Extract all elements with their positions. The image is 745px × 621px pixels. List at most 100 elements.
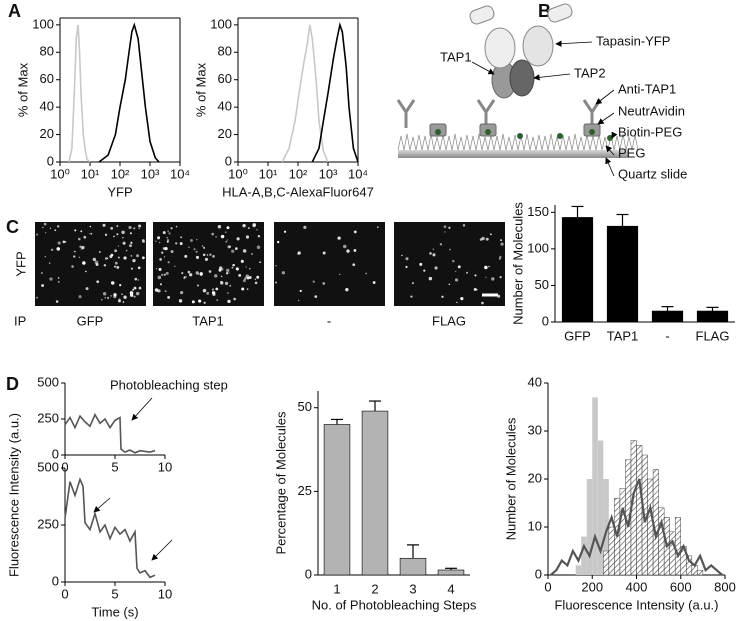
diagram: Tapasin-YFP TAP1 TAP2 Anti-TAP1 NeutrAvi… [396,3,687,181]
y-axis-label: Number of Molecules [503,417,518,540]
spot [132,258,136,263]
spot [252,223,256,228]
y-tick-label: 50 [535,277,549,292]
x-tick-label: 4 [447,581,454,596]
bar [361,410,389,576]
spot [256,245,261,250]
spot [78,256,81,258]
y-tick-label: 250 [37,516,59,531]
spot [159,258,162,261]
diagram-label: Tapasin-YFP [596,33,670,48]
spot [137,266,141,270]
spot [485,276,487,279]
spot [441,295,444,298]
y-axis-label: Fluorescence Intensity (a.u.) [6,413,21,577]
spot [125,249,128,252]
spot [170,250,174,253]
spot [167,295,171,299]
spot [244,277,247,280]
spot [36,233,39,236]
spot [163,273,166,276]
spot [250,252,254,255]
spot [113,235,115,238]
spot [448,226,451,229]
spot [241,287,245,291]
diagram-label: NeutrAvidin [618,103,685,118]
x-tick-label: 5 [111,459,118,474]
spot [128,226,132,230]
micrograph [35,222,146,306]
data-line [311,21,359,163]
spot [203,247,206,249]
spot [74,250,76,253]
y-tick-label: 40 [218,99,232,114]
spot [460,297,464,301]
spot [129,291,134,295]
x-tick-label: TAP1 [607,328,639,343]
spot [113,294,117,299]
spot [74,229,77,232]
y-tick-label: 100 [527,240,549,255]
spot [163,256,166,258]
spot [191,300,195,304]
spot [36,296,38,299]
spot [209,253,212,256]
spot [314,295,318,298]
spot [161,273,164,276]
bar [561,217,594,323]
hatched-bar [647,478,654,576]
spot [211,288,215,291]
spot [322,251,326,255]
spot [410,295,413,298]
spot [89,225,92,228]
spot [116,225,119,228]
spot [224,281,229,285]
spot [353,249,357,252]
spot [116,266,120,269]
spot [195,271,199,275]
spot [92,257,96,262]
y-tick-label: 60 [218,71,232,86]
spot [221,268,224,271]
spot [245,235,250,239]
spot [454,278,459,282]
spot [121,230,125,235]
data-line [68,24,91,163]
spot [203,301,206,304]
spot [110,253,114,257]
spot [135,291,140,296]
spot [226,226,230,230]
spot [73,255,76,258]
y-axis-label: Number of Molecules [510,202,525,325]
spot [439,243,443,246]
spot [121,293,123,295]
spot [499,276,502,279]
y-tick-label: 0 [52,446,59,461]
spot [130,241,133,244]
spot [82,261,86,265]
spot [174,265,176,268]
y-tick-label: 30 [528,422,542,437]
spot [353,230,357,234]
spot [206,291,210,295]
spot [377,226,379,228]
spot [187,270,191,274]
spot [196,239,198,241]
spot [106,296,110,300]
spot [462,224,466,227]
spot [133,286,137,290]
spot [122,241,126,245]
spot [231,249,235,253]
spot [283,230,287,233]
spot [49,262,51,264]
x-tick-label: FLAG [696,328,730,343]
spot [104,257,108,260]
bar [597,440,604,575]
x-tick-label: 0 [61,459,68,474]
spot [129,244,132,248]
spot [57,241,61,245]
data-line [98,22,160,163]
micrograph [153,222,264,306]
spot [123,295,127,299]
spot [164,290,167,293]
